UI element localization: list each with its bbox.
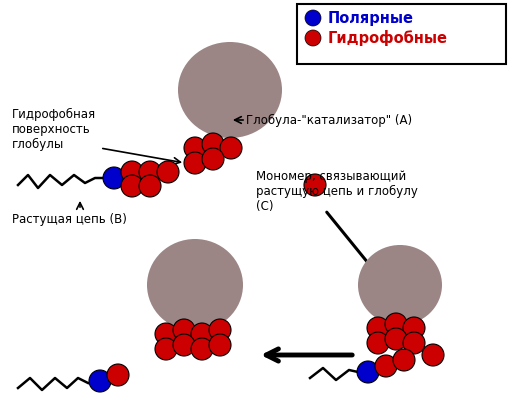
Circle shape bbox=[392, 349, 414, 371]
Circle shape bbox=[107, 364, 129, 386]
Circle shape bbox=[155, 338, 177, 360]
Circle shape bbox=[421, 344, 443, 366]
Circle shape bbox=[173, 334, 194, 356]
Text: Гидрофобные: Гидрофобные bbox=[327, 30, 447, 46]
Circle shape bbox=[356, 361, 378, 383]
Ellipse shape bbox=[357, 245, 441, 325]
Circle shape bbox=[121, 161, 143, 183]
Circle shape bbox=[103, 167, 125, 189]
Circle shape bbox=[202, 148, 223, 170]
Circle shape bbox=[202, 133, 223, 155]
Circle shape bbox=[366, 317, 388, 339]
Circle shape bbox=[209, 319, 231, 341]
Circle shape bbox=[384, 313, 406, 335]
Circle shape bbox=[209, 334, 231, 356]
Circle shape bbox=[184, 137, 206, 159]
Circle shape bbox=[184, 152, 206, 174]
Circle shape bbox=[191, 323, 213, 345]
FancyBboxPatch shape bbox=[296, 4, 505, 64]
Circle shape bbox=[402, 317, 424, 339]
Circle shape bbox=[303, 174, 325, 196]
Text: Глобула-"катализатор" (А): Глобула-"катализатор" (А) bbox=[245, 113, 411, 126]
Circle shape bbox=[384, 328, 406, 350]
Circle shape bbox=[304, 10, 320, 26]
Circle shape bbox=[157, 161, 179, 183]
Circle shape bbox=[219, 137, 242, 159]
Circle shape bbox=[139, 175, 161, 197]
Ellipse shape bbox=[178, 42, 281, 138]
Text: Гидрофобная
поверхность
глобулы: Гидрофобная поверхность глобулы bbox=[12, 108, 96, 151]
Circle shape bbox=[155, 323, 177, 345]
Text: Мономер, связывающий
растущую цепь и глобулу
(С): Мономер, связывающий растущую цепь и гло… bbox=[256, 170, 417, 213]
Circle shape bbox=[173, 319, 194, 341]
Circle shape bbox=[89, 370, 111, 392]
Circle shape bbox=[402, 332, 424, 354]
Circle shape bbox=[374, 355, 396, 377]
Circle shape bbox=[191, 338, 213, 360]
Ellipse shape bbox=[147, 239, 242, 331]
Circle shape bbox=[366, 332, 388, 354]
Circle shape bbox=[139, 161, 161, 183]
Text: Растущая цепь (В): Растущая цепь (В) bbox=[12, 213, 127, 226]
Circle shape bbox=[121, 175, 143, 197]
Text: Полярные: Полярные bbox=[327, 10, 413, 25]
Circle shape bbox=[304, 30, 320, 46]
